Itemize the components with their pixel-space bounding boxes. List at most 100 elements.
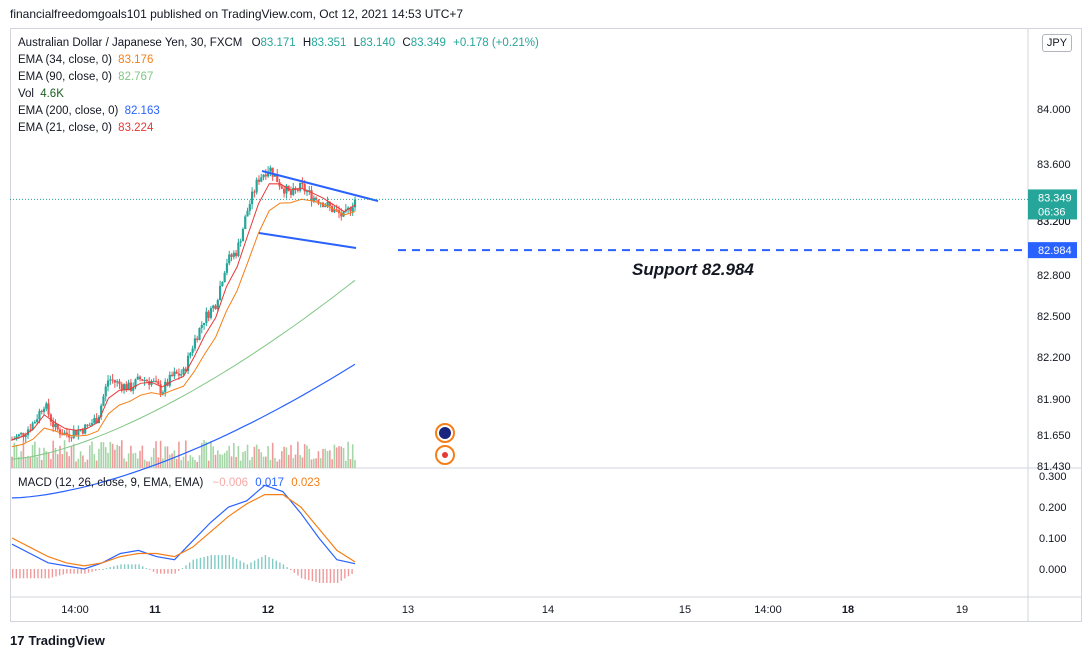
macd-histogram-bar: [210, 555, 212, 569]
volume-bar: [75, 461, 77, 468]
candle-body: [232, 252, 235, 257]
candle-body: [164, 381, 167, 393]
candle-body: [106, 380, 110, 387]
time-tick-label: 19: [956, 604, 968, 616]
price-tick-label: 81.900: [1037, 394, 1071, 406]
volume-bar: [20, 451, 22, 468]
volume-bar: [38, 447, 41, 468]
macd-histogram-bar: [297, 569, 299, 576]
candle-body: [100, 405, 103, 417]
volume-bar: [104, 447, 107, 468]
volume-bar: [226, 450, 228, 468]
wedge-lower-trendline[interactable]: [258, 232, 357, 249]
support-label: Support 82.984: [632, 260, 754, 279]
tradingview-logo-icon: 17: [10, 633, 25, 648]
macd-histogram-bar: [221, 555, 223, 569]
volume-bar: [319, 458, 322, 468]
macd-histogram-bar: [214, 555, 216, 569]
main-legend: Australian Dollar / Japanese Yen, 30, FX…: [18, 35, 539, 137]
volume-bar: [235, 457, 237, 468]
macd-histogram-bar: [163, 569, 166, 574]
macd-histogram-bar: [12, 569, 14, 579]
candle-body: [56, 424, 59, 430]
volume-bar: [230, 456, 233, 468]
volume-bar: [228, 445, 231, 468]
macd-histogram-bar: [253, 560, 256, 569]
macd-histogram-bar: [206, 555, 209, 569]
candle-body: [42, 408, 46, 412]
volume-bar: [159, 440, 162, 468]
candle-body: [49, 414, 52, 422]
macd-histogram-bar: [80, 569, 82, 574]
candle-body: [122, 384, 126, 391]
macd-histogram-bar: [51, 569, 54, 578]
candle-body: [340, 213, 343, 217]
volume-bar: [45, 451, 48, 468]
volume-bar: [262, 456, 265, 468]
tradingview-footer[interactable]: 17 TradingView: [10, 633, 105, 648]
macd-histogram-bar: [167, 569, 169, 574]
volume-bar: [278, 459, 281, 468]
volume-bar: [345, 460, 347, 468]
candle-body: [63, 432, 66, 435]
volume-bar: [155, 441, 157, 468]
volume-bar: [70, 446, 73, 468]
brand-label: TradingView: [28, 633, 105, 648]
legend-ema200[interactable]: EMA (200, close, 0) 82.163: [18, 105, 160, 117]
volume-bar: [178, 441, 180, 468]
time-tick-label: 14:00: [61, 604, 89, 616]
symbol-label[interactable]: Australian Dollar / Japanese Yen, 30, FX…: [18, 37, 243, 49]
candle-body: [184, 368, 187, 372]
volume-bar: [347, 441, 349, 468]
legend-ema90[interactable]: EMA (90, close, 0) 82.767: [18, 71, 154, 83]
legend-ema21[interactable]: EMA (21, close, 0) 83.224: [18, 122, 154, 134]
volume-bar: [274, 457, 276, 468]
candle-body: [299, 182, 302, 191]
candle-body: [292, 187, 295, 195]
volume-bar: [260, 452, 263, 468]
macd-histogram-bar: [174, 569, 176, 574]
legend-ema34[interactable]: EMA (34, close, 0) 83.176: [18, 54, 154, 66]
volume-bar: [182, 456, 185, 468]
candle-body: [326, 201, 329, 206]
wedge-upper-trendline[interactable]: [261, 170, 379, 202]
candle-body: [189, 352, 192, 356]
macd-histogram-bar: [69, 569, 72, 574]
legend-vol[interactable]: Vol 4.6K: [18, 88, 64, 100]
last-price-badge[interactable]: [1028, 189, 1077, 220]
volume-bar: [34, 441, 36, 468]
macd-histogram-bar: [243, 562, 245, 569]
volume-bar: [306, 445, 308, 468]
volume-bar: [187, 460, 189, 468]
macd-histogram-bar: [73, 569, 75, 574]
volume-bar: [50, 459, 52, 468]
candle-body: [283, 188, 286, 194]
candle-body: [200, 325, 203, 329]
volume-bar: [91, 441, 93, 468]
currency-button[interactable]: JPY: [1042, 34, 1072, 52]
macd-histogram-bar: [152, 569, 155, 572]
candle-body: [175, 371, 178, 374]
candle-body: [168, 374, 171, 386]
macd-label: MACD (12, 26, close, 9, EMA, EMA): [18, 477, 204, 489]
ohlc-high: H83.351: [302, 37, 347, 49]
macd-histogram-bar: [55, 569, 57, 577]
countdown-label: 06:36: [1038, 206, 1066, 218]
macd-histogram-bar: [113, 566, 115, 569]
macd-legend[interactable]: MACD (12, 26, close, 9, EMA, EMA) −0.006…: [18, 477, 320, 489]
volume-bar: [303, 444, 306, 468]
macd-histogram-bar: [246, 564, 249, 569]
macd-histogram-bar: [134, 564, 137, 569]
macd-histogram-bar: [282, 564, 285, 569]
publisher-header: financialfreedomgoals101 published on Tr…: [10, 7, 464, 21]
macd-histogram-bar: [185, 565, 187, 569]
candle-body: [161, 392, 165, 394]
macd-histogram-bar: [105, 568, 108, 570]
candle-body: [349, 207, 352, 212]
macd-histogram-bar: [250, 562, 252, 569]
volume-bar: [40, 460, 43, 468]
ema200-value: 82.163: [124, 105, 160, 117]
macd-histogram-bar: [15, 569, 18, 579]
candle-body: [223, 272, 226, 283]
